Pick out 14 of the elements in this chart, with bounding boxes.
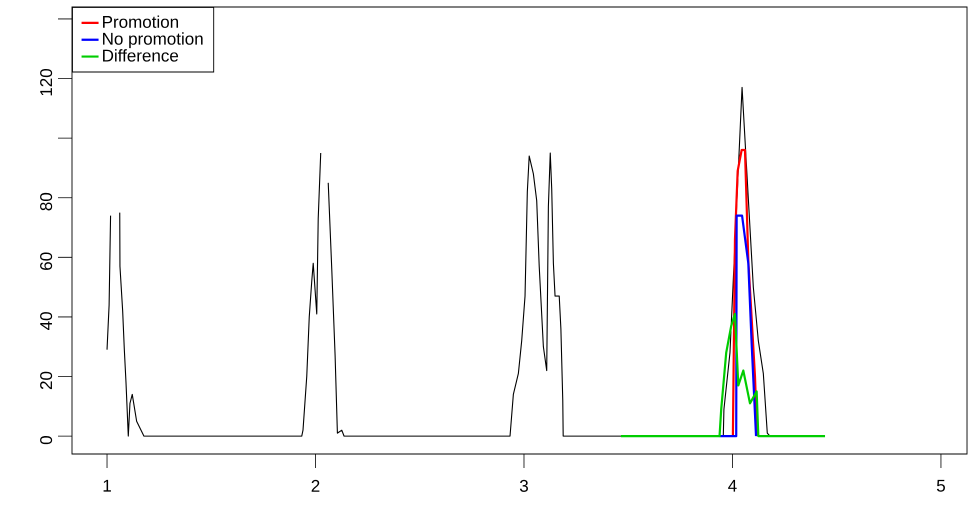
y-tick-label: 0	[40, 436, 52, 444]
y-tick-label: 40	[40, 312, 52, 330]
y-tick-label: 60	[40, 252, 52, 270]
legend-label: Difference	[103, 49, 178, 62]
x-tick-label: 5	[936, 480, 945, 492]
x-tick-label: 1	[104, 480, 111, 492]
y-tick-label: 120	[40, 68, 52, 96]
x-tick-label: 2	[312, 480, 320, 492]
y-tick-label: 80	[40, 192, 52, 210]
y-tick-label: 20	[40, 372, 52, 390]
x-tick-label: 4	[728, 480, 737, 492]
legend-label: Promotion	[103, 15, 178, 28]
x-tick-label: 3	[520, 480, 528, 492]
legend-label: No promotion	[103, 32, 203, 48]
